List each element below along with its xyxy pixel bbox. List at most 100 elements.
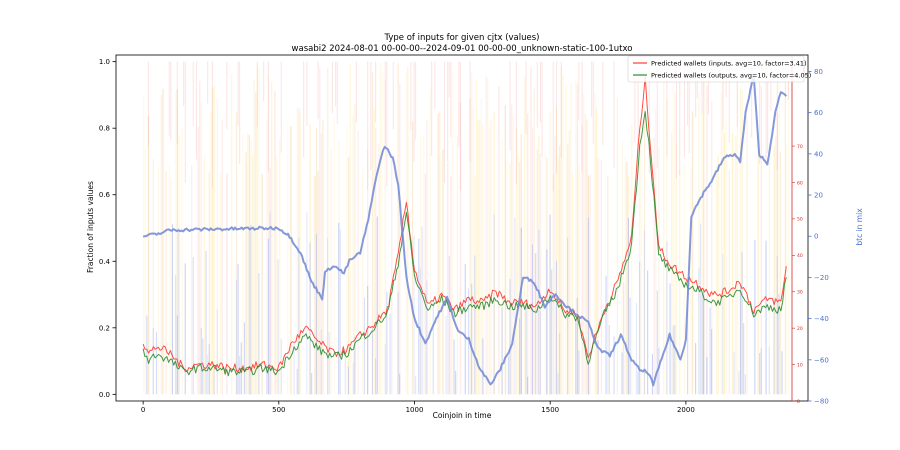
fraction-bar-blue bbox=[493, 214, 495, 395]
fraction-bar-blue bbox=[781, 351, 783, 395]
fraction-bar-blue bbox=[509, 278, 511, 395]
x-tick-label: 1000 bbox=[406, 406, 424, 414]
series-line-btc bbox=[142, 74, 788, 387]
fraction-bar bbox=[487, 78, 489, 395]
fraction-bar bbox=[320, 133, 322, 395]
fraction-bar bbox=[575, 79, 577, 395]
fraction-bar bbox=[482, 124, 484, 395]
fraction-bar-pink bbox=[675, 61, 677, 179]
fraction-bar-pink bbox=[336, 61, 338, 124]
fraction-bar bbox=[437, 113, 439, 395]
fraction-bar bbox=[595, 108, 598, 395]
fraction-bar-blue bbox=[703, 289, 705, 395]
fraction-bar bbox=[424, 173, 426, 395]
fraction-bar bbox=[210, 110, 212, 395]
fraction-bar bbox=[717, 155, 719, 395]
fraction-bar-pink bbox=[634, 61, 636, 143]
fraction-bar-pink bbox=[637, 61, 639, 150]
fraction-bar bbox=[672, 62, 674, 395]
legend-label-outputs: Predicted wallets (outputs, avg=10, fact… bbox=[651, 72, 811, 80]
fraction-bar bbox=[498, 86, 500, 395]
fraction-bar bbox=[624, 156, 626, 395]
fraction-bar bbox=[181, 127, 183, 395]
fraction-bar-blue bbox=[733, 352, 735, 395]
fraction-bar bbox=[509, 162, 511, 395]
fraction-bar-pink bbox=[355, 61, 357, 123]
fraction-bar bbox=[779, 152, 782, 395]
fraction-bar-blue bbox=[376, 216, 378, 395]
fraction-bar-pink bbox=[239, 61, 241, 165]
fraction-bar-pink bbox=[415, 61, 417, 140]
legend-label-inputs: Predicted wallets (inputs, avg=10, facto… bbox=[651, 60, 807, 68]
fraction-bar-blue bbox=[587, 217, 589, 395]
fraction-bar-pink bbox=[736, 61, 738, 128]
fraction-bar bbox=[258, 68, 260, 395]
fraction-bar bbox=[741, 89, 743, 395]
fraction-bar-pink bbox=[147, 61, 149, 147]
fraction-bar-pink bbox=[211, 61, 213, 188]
fraction-bar bbox=[219, 173, 222, 395]
y-tick-label: 0.6 bbox=[99, 191, 111, 199]
fraction-bar bbox=[480, 98, 482, 395]
fraction-bar bbox=[725, 118, 727, 395]
fraction-bar bbox=[711, 101, 713, 395]
fraction-bar bbox=[250, 138, 252, 395]
fraction-bar-pink bbox=[555, 61, 557, 174]
y2-tick-label: 0 bbox=[814, 233, 818, 241]
fraction-bar bbox=[405, 73, 407, 395]
fraction-bar bbox=[203, 157, 206, 395]
fraction-bar-blue bbox=[384, 344, 386, 395]
fraction-bar bbox=[362, 169, 364, 395]
fraction-bar bbox=[317, 170, 319, 395]
y2-tick-label: 20 bbox=[814, 192, 823, 200]
fraction-bar-pink bbox=[536, 61, 538, 128]
fraction-bar bbox=[584, 113, 586, 395]
fraction-bar bbox=[568, 130, 570, 395]
fraction-bar-pink bbox=[170, 61, 172, 141]
fraction-bar-blue bbox=[216, 308, 218, 395]
fraction-bar bbox=[639, 129, 641, 395]
x-tick-label: 1500 bbox=[541, 406, 559, 414]
fraction-bar bbox=[367, 150, 369, 395]
fraction-bar-blue bbox=[699, 223, 701, 395]
fraction-bar bbox=[330, 149, 332, 395]
fraction-bar bbox=[315, 127, 318, 395]
fraction-bar-blue bbox=[525, 306, 527, 395]
fraction-bar-blue bbox=[415, 376, 417, 395]
fraction-bar bbox=[373, 107, 375, 395]
y3-tick-label: 10 bbox=[797, 362, 803, 368]
fraction-bar-pink bbox=[267, 61, 269, 172]
fraction-bar-pink bbox=[256, 61, 258, 128]
fraction-bar-blue bbox=[768, 347, 770, 395]
fraction-bar bbox=[309, 123, 311, 395]
y-tick-label: 0.8 bbox=[99, 125, 110, 133]
fraction-bar bbox=[168, 163, 170, 395]
y3-tick-label: 70 bbox=[797, 144, 803, 150]
fraction-bar-blue bbox=[759, 353, 761, 395]
fraction-bar-pink bbox=[539, 61, 541, 123]
fraction-bar-blue bbox=[549, 214, 551, 395]
fraction-bar-blue bbox=[386, 291, 388, 395]
fraction-bar-blue bbox=[205, 251, 207, 395]
fraction-bar bbox=[191, 164, 193, 395]
fraction-bar bbox=[157, 167, 159, 395]
fraction-bar-pink bbox=[280, 61, 282, 153]
fraction-bar-blue bbox=[389, 313, 391, 395]
fraction-bar-pink bbox=[370, 61, 372, 171]
fraction-bar bbox=[451, 73, 454, 395]
fraction-bar bbox=[570, 82, 572, 395]
fraction-bar-blue bbox=[354, 336, 356, 395]
y-tick-label: 1.0 bbox=[99, 58, 110, 66]
fraction-bar bbox=[640, 145, 642, 395]
fraction-bar bbox=[322, 120, 324, 395]
fraction-bar-blue bbox=[453, 339, 455, 395]
fraction-bar bbox=[773, 146, 775, 395]
fraction-bar bbox=[597, 158, 599, 395]
fraction-bar-blue bbox=[208, 344, 210, 395]
series-line-outputs bbox=[142, 111, 787, 377]
fraction-bar bbox=[776, 113, 778, 395]
legend-box bbox=[627, 55, 805, 83]
fraction-bar bbox=[701, 110, 703, 395]
fraction-bar bbox=[319, 67, 321, 395]
fraction-bar-pink bbox=[447, 61, 449, 163]
